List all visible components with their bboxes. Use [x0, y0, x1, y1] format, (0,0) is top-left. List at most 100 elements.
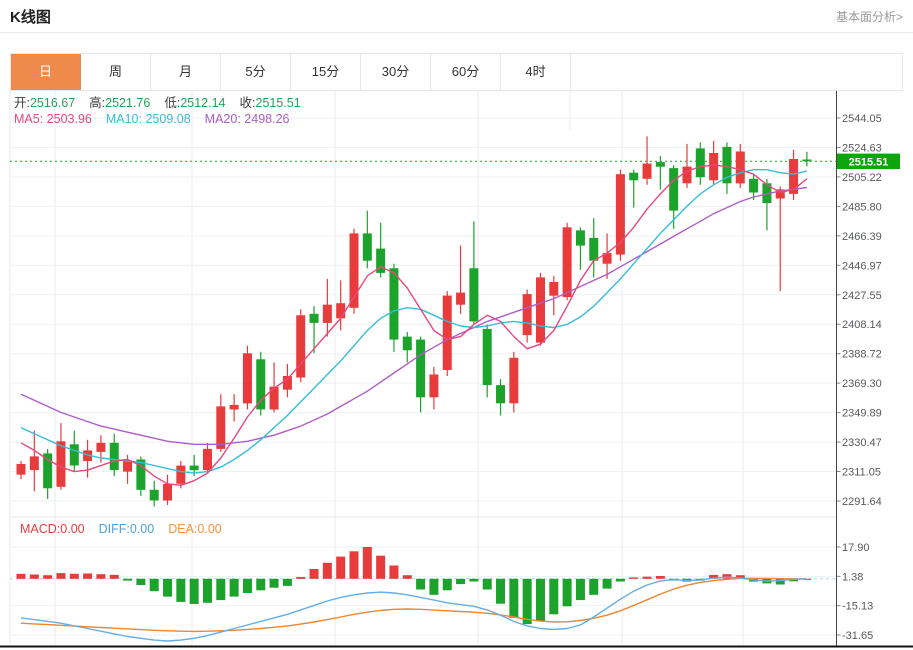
price-axis-label: 2524.63: [842, 142, 882, 154]
candle-body: [429, 374, 439, 398]
macd-bar: [349, 551, 359, 579]
macd-bar: [336, 556, 346, 579]
macd-axis-label: 1.38: [842, 571, 863, 583]
macd-histogram-layer: [16, 547, 812, 625]
period-tab-4[interactable]: 15分: [291, 54, 361, 90]
macd-bar: [709, 574, 719, 579]
macd-bar: [722, 574, 732, 579]
period-tab-3[interactable]: 5分: [221, 54, 291, 90]
current-price-tag: [837, 153, 900, 169]
macd-bar: [163, 578, 173, 597]
price-axis-label: 2330.47: [842, 437, 882, 449]
candle-body: [16, 464, 26, 475]
candle-body: [96, 442, 106, 452]
ma20-readout: MA20: 2498.26: [204, 112, 290, 126]
candle-body: [535, 277, 545, 343]
candle-body: [123, 461, 133, 472]
macd-bar: [256, 578, 266, 591]
price-axis-label: 2369.30: [842, 378, 882, 390]
period-tab-1[interactable]: 周: [81, 54, 151, 90]
candle-body: [242, 353, 252, 404]
macd-axis-label: -15.13: [842, 601, 873, 613]
candle-body: [322, 304, 332, 323]
price-axis-label: 2311.05: [842, 467, 881, 479]
candle-body: [482, 329, 492, 386]
price-axis-label: 2291.64: [842, 496, 882, 508]
macd-bar: [789, 578, 799, 582]
macd-bar: [362, 547, 372, 579]
macd-bar: [282, 578, 292, 586]
candle-body: [163, 483, 173, 501]
macd-bar: [549, 578, 559, 615]
diff-value-readout: DIFF:0.00: [98, 522, 155, 536]
candle-body: [56, 441, 66, 487]
period-tab-0[interactable]: 日: [11, 54, 81, 90]
titlebar: K线图 基本面分析>: [0, 0, 913, 33]
macd-bar: [535, 578, 545, 622]
macd-bar: [389, 565, 399, 579]
candle-body: [789, 159, 799, 194]
kline-plot-area[interactable]: [10, 90, 836, 517]
candle-body: [349, 233, 359, 308]
candle-body: [229, 404, 239, 410]
low-readout: 低:2512.14: [164, 96, 226, 110]
current-price-tag-text: 2515.51: [849, 156, 889, 168]
ma5-line: [20, 164, 808, 486]
macd-bar: [322, 562, 332, 579]
fundamental-analysis-link[interactable]: 基本面分析>: [835, 9, 903, 24]
ma5-readout: MA5: 2503.96: [14, 112, 92, 126]
macd-bar: [16, 573, 26, 579]
macd-bar: [429, 578, 439, 595]
candle-body: [575, 230, 585, 246]
macd-axis-label: 17.90: [842, 542, 870, 554]
macd-bar: [629, 577, 639, 579]
candle-body: [109, 442, 119, 471]
candle-body: [402, 336, 412, 351]
macd-bar: [655, 576, 665, 579]
page-title: K线图: [10, 8, 51, 26]
candle-body: [336, 303, 346, 319]
macd-readout: MACD:0.00 DIFF:0.00 DEA:0.00: [20, 521, 222, 537]
candle-body: [362, 233, 372, 261]
candle-body: [469, 268, 479, 322]
macd-bar: [189, 578, 199, 604]
macd-bar: [83, 573, 93, 579]
macd-bar: [442, 578, 452, 591]
candle-body: [149, 489, 159, 501]
candlestick-layer: [16, 136, 812, 507]
price-axis-label: 2427.55: [842, 290, 882, 302]
price-axis-label: 2408.14: [842, 319, 882, 331]
price-axis-label: 2349.89: [842, 408, 882, 420]
price-axis-label: 2388.72: [842, 349, 882, 361]
macd-axis-label: -31.65: [842, 630, 873, 642]
period-tab-6[interactable]: 60分: [431, 54, 501, 90]
period-tab-2[interactable]: 月: [151, 54, 221, 90]
ma10-readout: MA10: 2509.08: [105, 112, 191, 126]
macd-bar: [136, 578, 146, 585]
candle-body: [189, 465, 199, 471]
candle-body: [722, 146, 732, 184]
candle-body: [416, 339, 426, 398]
candle-body: [602, 253, 612, 264]
macd-bar: [416, 578, 426, 590]
candle-body: [43, 453, 53, 489]
period-tab-7[interactable]: 4时: [501, 54, 571, 90]
period-tab-5[interactable]: 30分: [361, 54, 431, 90]
candle-body: [29, 456, 39, 471]
candle-body: [509, 357, 519, 404]
macd-bar: [602, 578, 612, 589]
macd-bar: [376, 555, 386, 579]
macd-bar: [56, 573, 66, 579]
macd-bar: [216, 578, 226, 601]
macd-bar: [242, 578, 252, 593]
period-tabbar: 日周月 5分 15分 30分 60分 4时: [10, 53, 903, 91]
price-axis-label: 2485.80: [842, 201, 882, 213]
candle-body: [735, 151, 745, 184]
candle-body: [629, 172, 639, 181]
macd-bar: [309, 569, 319, 579]
candle-body: [69, 444, 79, 466]
macd-value-readout: MACD:0.00: [20, 522, 85, 536]
price-axis-label: 2446.97: [842, 260, 882, 272]
candle-body: [669, 168, 679, 211]
